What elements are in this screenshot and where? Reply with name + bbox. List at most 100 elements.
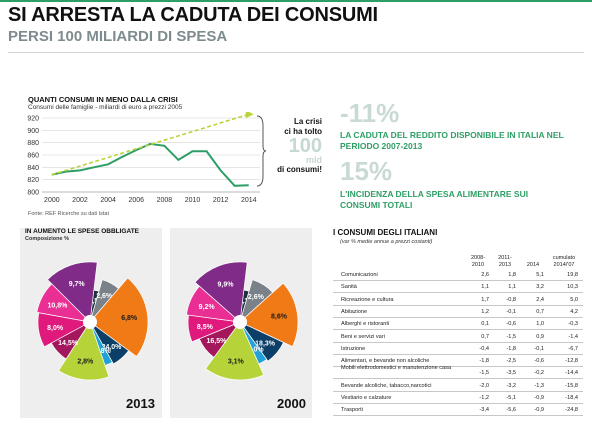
table-cell: 4,2 (570, 308, 578, 315)
pie-chart-2013: 14,5%2,6%6,8%24,0%6,8%2,8%14,5%8,0%10,8%… (36, 261, 149, 381)
table-cell: 10,3 (567, 284, 578, 291)
pie-slice (47, 261, 98, 323)
table-cell: -5,6 (506, 407, 516, 414)
pie-slice-label: 8,0% (47, 325, 64, 332)
table-row-label: Alberghi e ristoranti (341, 321, 390, 328)
pie-slice (205, 321, 265, 381)
x-tick-label: 2014 (241, 197, 257, 204)
pie-slice (239, 282, 299, 348)
y-tick-label: 800 (27, 190, 39, 197)
pie-slice-label: 8,0% (248, 347, 265, 354)
y-tick-label: 900 (27, 128, 39, 135)
table-col-cumulato: cumulato 2014/'07 (552, 255, 576, 268)
table-cell: -0,3 (568, 321, 578, 328)
table-row-label: Istruzione (341, 345, 366, 352)
table-cell: 1,0 (536, 321, 544, 328)
pie-year-2000: 2000 (277, 396, 306, 411)
table-cell: 2,4 (536, 296, 544, 303)
table-row-label: Bevande alcoliche, tabacco,narcotici (341, 382, 432, 389)
table-cell: -0,1 (506, 308, 516, 315)
callout-line-1: La crisi (293, 117, 322, 126)
table-cell: 1,8 (508, 272, 516, 278)
x-tick-label: 2012 (213, 197, 229, 204)
trend-projection-line (51, 113, 249, 176)
pie-slice-label: 8,5% (197, 324, 214, 331)
page-headline: SI ARRESTA LA CADUTA DEI CONSUMI (8, 4, 378, 26)
table-row: Trasporti -3,4 -5,6 -0,9 -24,8 (333, 405, 583, 417)
table-cell: 0,7 (481, 333, 489, 340)
callout-line-4: di consumi! (277, 165, 322, 174)
table-cell: -18,4 (565, 395, 578, 401)
table-cell: -1,2 (479, 395, 489, 401)
pie-slice (238, 321, 284, 362)
table-cell: 19,8 (567, 272, 578, 278)
pie-slice-label: 24,0% (102, 344, 123, 351)
table-col-2014: 2014 (526, 262, 540, 268)
table-row-label: Beni e servizi vari (341, 333, 385, 340)
x-tick-label: 2000 (44, 197, 60, 204)
table-cell: -12,8 (565, 358, 578, 365)
table-cell: -3,4 (479, 407, 489, 414)
table-cell: -2,0 (479, 382, 489, 389)
table-row-label: Mobili elettrodomestici e manutenzione c… (341, 365, 452, 372)
table-cell: -0,9 (534, 395, 544, 401)
pies-title: IN AUMENTO LE SPESE OBBLIGATE (25, 228, 140, 235)
table-cell: 2,6 (481, 272, 489, 278)
table-cell: -0,4 (479, 345, 489, 352)
table-cell: -24,8 (565, 407, 578, 414)
x-tick-label: 2008 (157, 197, 173, 204)
pie-slice-label: 3,1% (228, 359, 245, 366)
pie-slice-label: 6,8% (121, 315, 138, 322)
table-cell: -0,8 (506, 296, 516, 303)
trend-arrowhead (245, 112, 254, 119)
pie-slice (89, 321, 130, 365)
table-row: Comunicazioni 2,6 1,8 5,1 19,8 (333, 270, 583, 281)
pie-slice (194, 261, 248, 323)
pie-center-hole (233, 315, 247, 329)
header-divider (8, 52, 584, 53)
table-row-label: Ricreazione e cultura (341, 296, 394, 303)
table-cell: 0,9 (536, 333, 544, 340)
table-cell: -15,8 (565, 382, 578, 389)
pie-slice-label: 2,6% (248, 294, 265, 301)
line-chart-source: Fonte: REF Ricerche su dati Istat (28, 211, 110, 217)
stat-food-share-text: L'INCIDENZA DELLA SPESA ALIMENTARE SUI C… (340, 189, 529, 210)
pie-slice-label: 9,2% (199, 304, 216, 311)
callout-bracket (256, 115, 267, 187)
pie-center-hole (83, 315, 97, 329)
table-cell: -0,6 (506, 321, 516, 328)
stat-income-drop-value: -11% (340, 98, 400, 128)
table-cell: 3,2 (536, 284, 544, 291)
table-cell: -1,5 (479, 370, 489, 377)
pie-slice-label: 8,6% (271, 314, 288, 321)
pie-slice-label: 10,8% (47, 303, 68, 310)
pie-slice-label: 2,6% (96, 293, 113, 300)
pies-subtitle: Composizione % (25, 236, 70, 242)
callout-unit: mld (305, 155, 322, 165)
table-cell: -0,1 (534, 345, 544, 352)
pie-slice-label: 14,5% (84, 298, 105, 305)
table-title: I CONSUMI DEGLI ITALIANI (333, 228, 438, 237)
y-tick-label: 820 (27, 177, 39, 184)
table-cell: 5,0 (570, 296, 578, 303)
table-row: Mobili elettrodomestici e manutenzione c… (333, 365, 583, 380)
table-row: Alberghi e ristoranti 0,1 -0,6 1,0 -0,3 (333, 319, 583, 331)
table-col-2008-2010: 2008-2010 (470, 255, 486, 268)
table-row-label: Comunicazioni (341, 272, 378, 278)
table-row-label: Abitazione (341, 308, 368, 315)
pie-slice-label: 16,5% (206, 338, 227, 345)
table-cell: 0,7 (536, 308, 544, 315)
table-row-label: Alimentari, e bevande non alcoliche (341, 358, 430, 365)
pie-slice-label: 2,8% (77, 359, 94, 366)
pie-slice-label: 15,1% (234, 298, 255, 305)
x-tick-label: 2002 (72, 197, 88, 204)
actual-consumption-line (51, 142, 249, 187)
stat-food-share-value: 15% (340, 156, 393, 186)
table-row: Bevande alcoliche, tabacco,narcotici -2,0… (333, 381, 583, 392)
pie-slice-label: 18,3% (255, 340, 276, 347)
table-cell: -0,6 (534, 358, 544, 365)
table-cell: 5,1 (536, 272, 544, 278)
table-row: Vestiario e calzature -1,2 -5,1 -0,9 -18,4 (333, 393, 583, 404)
stat-income-drop-text: LA CADUTA DEL REDDITO DISPONIBILE IN ITA… (340, 130, 564, 151)
pie-slice-label: 6,8% (95, 348, 112, 355)
